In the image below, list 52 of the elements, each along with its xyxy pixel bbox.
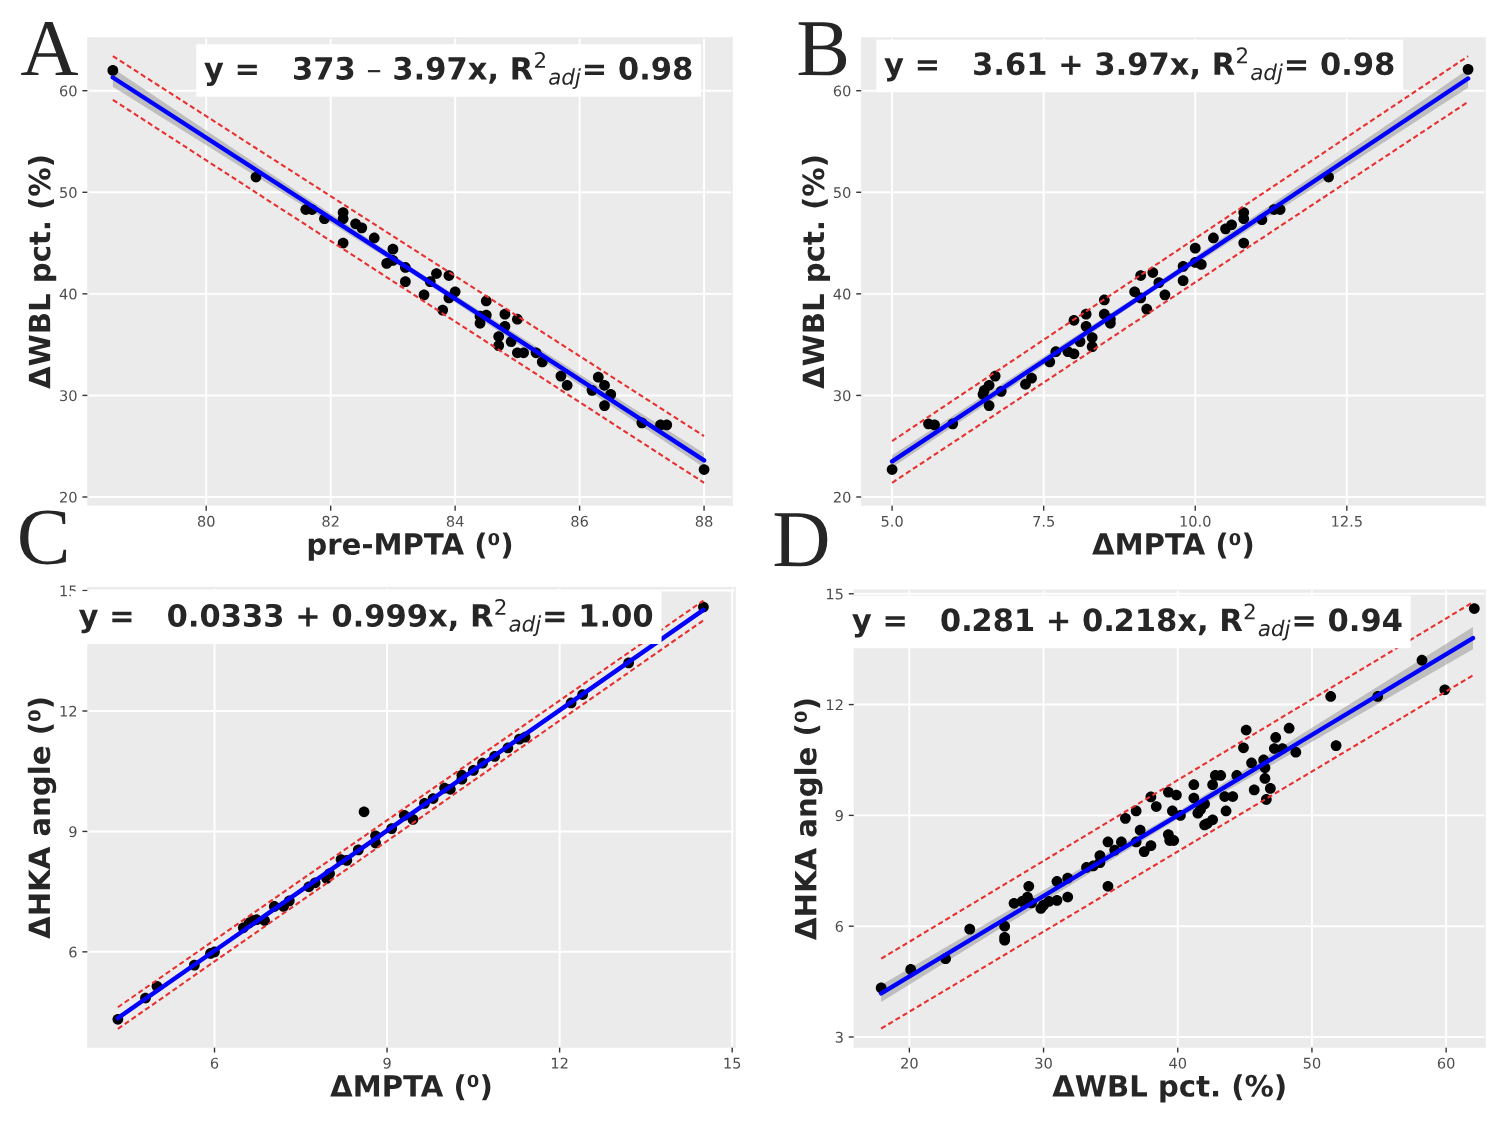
text: D bbox=[774, 513, 828, 567]
x-tick-label: 20 bbox=[901, 1057, 918, 1069]
y-tick-label: 9 bbox=[835, 810, 843, 822]
x-tick-label: 30 bbox=[1035, 1057, 1052, 1069]
x-tick-label: 12.5 bbox=[1332, 515, 1362, 527]
y-tick-label: 50 bbox=[833, 186, 851, 199]
x-tick-label: 9 bbox=[383, 1057, 391, 1069]
x-tick-label: 88 bbox=[695, 515, 713, 527]
y-tick-label: 3 bbox=[835, 1031, 843, 1043]
text: A bbox=[21, 21, 78, 76]
x-tick-label: 86 bbox=[571, 515, 588, 527]
x-tick-label: 6 bbox=[210, 1057, 219, 1069]
y-axis-title: ΔWBL pct. (%) bbox=[28, 156, 57, 389]
y-tick-label: 12 bbox=[826, 699, 843, 711]
annotation: y = 0.281 + 0.218x, R$^{2}$$_{adj}$= 0.94 bbox=[852, 603, 1402, 641]
text: C bbox=[20, 510, 67, 565]
y-tick-label: 20 bbox=[833, 491, 851, 503]
annotation: y = 0.0333 + 0.999x, R$^{2}$$_{adj}$= 1.00 bbox=[78, 598, 653, 637]
annotation: y = 373 – 3.97x, R$^{2}$$_{adj}$= 0.98 bbox=[204, 51, 692, 89]
y-tick-label: 30 bbox=[60, 390, 77, 402]
y-tick-label: 15 bbox=[826, 588, 843, 600]
x-tick-label: 82 bbox=[322, 515, 339, 527]
y-axis-title: ΔHKA angle (⁰) bbox=[27, 698, 57, 939]
x-axis-title: ΔWBL pct. (%) bbox=[1052, 1074, 1285, 1103]
x-tick-label: 7.5 bbox=[1033, 515, 1054, 527]
x-tick-label: 84 bbox=[446, 515, 464, 527]
y-axis-title: ΔWBL pct. (%) bbox=[801, 156, 831, 389]
y-tick-label: 50 bbox=[60, 186, 77, 199]
y-axis-title: ΔHKA angle (⁰) bbox=[794, 699, 823, 940]
y-tick-label: 60 bbox=[60, 85, 77, 97]
x-tick-label: 50 bbox=[1303, 1057, 1321, 1069]
y-tick-label: 6 bbox=[69, 946, 77, 958]
y-tick-label: 40 bbox=[59, 288, 77, 300]
y-tick-label: 9 bbox=[69, 826, 77, 838]
x-axis-title: pre-MPTA (⁰) bbox=[308, 532, 512, 561]
y-tick-label: 6 bbox=[835, 920, 844, 932]
x-axis-title: ΔMPTA (⁰) bbox=[330, 1074, 491, 1101]
x-tick-label: 5.0 bbox=[881, 515, 903, 527]
x-tick-label: 10.0 bbox=[1180, 515, 1211, 527]
x-axis-title: ΔMPTA (⁰) bbox=[1092, 532, 1253, 559]
text: B bbox=[798, 22, 847, 76]
annotation: y = 3.61 + 3.97x, R$^{2}$$_{adj}$= 0.98 bbox=[884, 47, 1394, 85]
x-tick-label: 80 bbox=[197, 515, 215, 527]
y-tick-label: 40 bbox=[833, 288, 851, 300]
y-tick-label: 12 bbox=[60, 705, 77, 717]
y-tick-label: 20 bbox=[60, 491, 77, 503]
x-tick-label: 12 bbox=[551, 1057, 568, 1069]
y-tick-label: 60 bbox=[833, 85, 851, 97]
x-tick-label: 60 bbox=[1437, 1057, 1455, 1069]
x-tick-label: 15 bbox=[724, 1057, 741, 1069]
y-tick-label: 30 bbox=[833, 390, 851, 402]
x-tick-label: 40 bbox=[1169, 1057, 1187, 1069]
